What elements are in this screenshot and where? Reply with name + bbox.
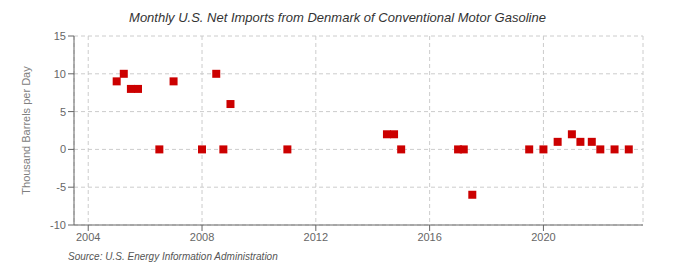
svg-text:2008: 2008 [190, 231, 214, 243]
html-text:Source: U.S. Energy Informatio: Source: U.S. Energy Information Administ… [68, 251, 278, 262]
html-text:Monthly U.S. Net Imports from: Monthly U.S. Net Imports from Denmark of… [129, 10, 546, 25]
svg-text:-10: -10 [50, 219, 66, 231]
svg-text:2016: 2016 [417, 231, 441, 243]
svg-text:Thousand Barrels per Day: Thousand Barrels per Day [20, 66, 32, 195]
svg-text:2004: 2004 [76, 231, 100, 243]
svg-text:2020: 2020 [531, 231, 555, 243]
svg-text:5: 5 [60, 106, 66, 118]
svg-text:2012: 2012 [304, 231, 328, 243]
svg-text:0: 0 [60, 143, 66, 155]
svg-text:15: 15 [54, 30, 66, 42]
svg-text:-5: -5 [56, 181, 66, 193]
svg-text:10: 10 [54, 68, 66, 80]
